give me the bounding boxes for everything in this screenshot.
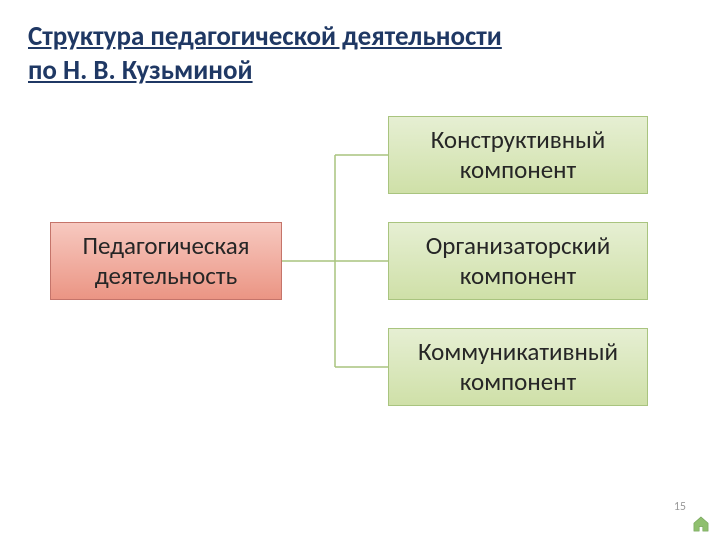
title-line2: по Н. В. Кузьминой [28,54,253,87]
child-node-2: Коммуникативный компонент [388,328,648,406]
child-1-l1: Организаторский [426,230,611,261]
home-icon[interactable] [692,516,710,532]
child-0-l1: Конструктивный [431,124,606,155]
child-node-0: Конструктивный компонент [388,116,648,194]
child-1-l2: компонент [460,260,576,291]
child-node-1: Организаторский компонент [388,222,648,300]
root-label-l2: деятельность [95,260,238,291]
page-number: 15 [674,500,686,514]
title-line1: Структура педагогической деятельности [28,20,502,53]
child-2-l1: Коммуникативный [418,336,618,367]
child-0-l2: компонент [460,154,576,185]
slide-title: Структура педагогической деятельности по… [28,20,502,88]
root-node: Педагогическая деятельность [50,222,282,300]
root-label-l1: Педагогическая [82,230,249,261]
child-2-l2: компонент [460,366,576,397]
